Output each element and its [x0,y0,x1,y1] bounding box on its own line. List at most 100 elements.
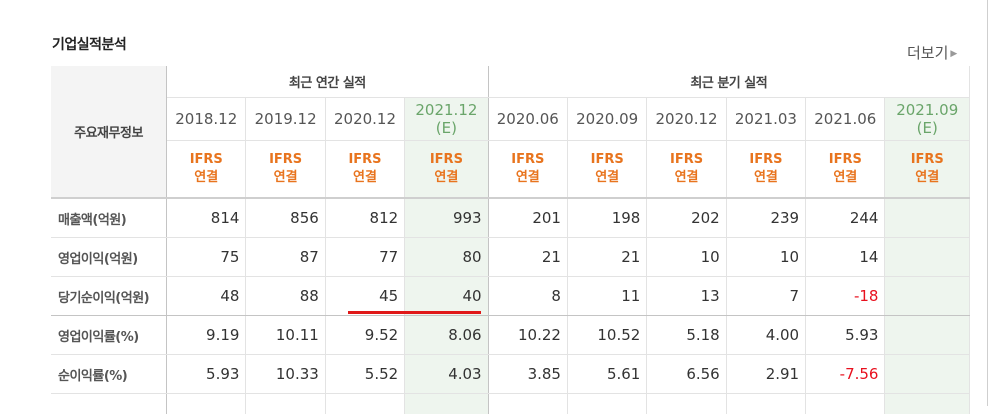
value-cell: 21 [488,238,567,277]
value-cell: 202 [647,198,726,238]
more-label: 더보기 [907,44,948,62]
period-date: 2020.12 [647,110,725,128]
value-cell [405,394,488,414]
value-cell: 201 [488,198,567,238]
value-cell: 10.11 [246,316,325,355]
value-cell: 4.03 [405,355,488,394]
value-cell: 75 [167,238,246,277]
period-header: 2019.12 [246,98,325,141]
value-cell: 11 [567,277,646,316]
value-cell: 244 [806,198,885,238]
value-cell [167,394,246,414]
ifrs-label: IFRS [647,151,725,169]
period-header: 2021.12(E) [405,98,488,141]
value-cell [246,394,325,414]
ifrs-label: IFRS [885,151,969,169]
value-cell: 48 [167,277,246,316]
value-cell: 8.06 [405,316,488,355]
period-header: 2021.03 [726,98,805,141]
value-cell: 21 [567,238,646,277]
value-cell: 10.22 [488,316,567,355]
label-column-header: 주요재무정보 [51,66,167,198]
period-date: 2019.12 [246,110,324,128]
period-date: 2020.09 [568,110,646,128]
value-cell [488,394,567,414]
value-cell: 10 [726,238,805,277]
period-date: 2020.06 [489,110,567,128]
value-cell: 239 [726,198,805,238]
value-cell: 9.19 [167,316,246,355]
row-label: 매출액(억원) [51,198,167,238]
ifrs-label: IFRS [405,151,487,169]
value-cell: 993 [405,198,488,238]
estimate-mark: (E) [885,119,969,137]
page-divider [987,0,988,406]
value-cell: 10.33 [246,355,325,394]
basis-label: 연결 [885,169,969,187]
value-cell: 6.56 [647,355,726,394]
basis-label: 연결 [246,169,324,187]
value-cell [726,394,805,414]
basis-label: 연결 [489,169,567,187]
period-date: 2021.09 [885,101,969,119]
value-cell [647,394,726,414]
value-cell: 4.00 [726,316,805,355]
value-cell: 7 [726,277,805,316]
period-header: 2020.12 [647,98,726,141]
value-cell [885,198,970,238]
value-cell: -7.56 [806,355,885,394]
value-cell: 2.91 [726,355,805,394]
value-cell [885,316,970,355]
row-label: 영업이익(억원) [51,238,167,277]
chevron-right-icon: ▶ [950,49,957,59]
basis-label: 연결 [647,169,725,187]
period-header: 2020.09 [567,98,646,141]
ifrs-label: IFRS [167,151,245,169]
value-cell [885,394,970,414]
basis-label: 연결 [167,169,245,187]
red-underline-annotation [348,311,481,314]
value-cell: 80 [405,238,488,277]
basis-label: 연결 [405,169,487,187]
value-cell: 40 [405,277,488,316]
basis-label: 연결 [326,169,404,187]
basis-label: 연결 [806,169,884,187]
value-cell: 8 [488,277,567,316]
period-date: 2021.06 [806,110,884,128]
value-cell: 13 [647,277,726,316]
period-header: 2020.06 [488,98,567,141]
period-header: 2020.12 [325,98,404,141]
ifrs-label: IFRS [568,151,646,169]
value-cell: 45 [325,277,404,316]
period-header: 2021.09(E) [885,98,970,141]
value-cell: 77 [325,238,404,277]
value-cell: -18 [806,277,885,316]
value-cell [325,394,404,414]
value-cell [567,394,646,414]
more-link[interactable]: 더보기▶ [907,42,957,63]
value-cell: 5.18 [647,316,726,355]
value-cell: 10 [647,238,726,277]
ifrs-label: IFRS [489,151,567,169]
section-title: 기업실적분석 [52,34,126,54]
row-label: 당기순이익(억원) [51,277,167,316]
value-cell: 812 [325,198,404,238]
value-cell [51,394,167,414]
ifrs-label: IFRS [246,151,324,169]
period-date: 2021.12 [405,101,487,119]
period-date: 2021.03 [727,110,805,128]
annual-group-header: 최근 연간 실적 [167,66,489,98]
quarter-group-header: 최근 분기 실적 [488,66,969,98]
period-date: 2018.12 [167,110,245,128]
